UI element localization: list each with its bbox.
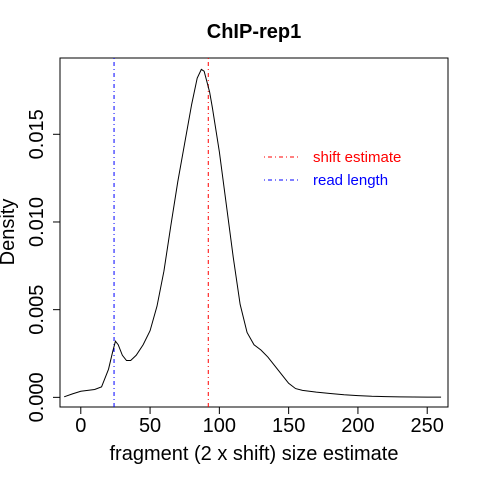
density-curve <box>63 68 442 398</box>
y-tick-label: 0.000 <box>26 372 48 422</box>
x-tick-label: 100 <box>203 415 236 437</box>
y-axis: 0.000 0.005 0.010 0.015 <box>26 109 61 422</box>
x-tick-label: 200 <box>341 415 374 437</box>
legend-label: read length <box>313 172 388 189</box>
x-tick-label: 50 <box>139 415 161 437</box>
legend: shift estimate read length <box>264 149 401 189</box>
y-tick-label: 0.010 <box>26 197 48 247</box>
reference-lines <box>113 58 209 407</box>
x-tick-label: 0 <box>75 415 86 437</box>
x-tick-label: 250 <box>411 415 444 437</box>
y-tick-label: 0.005 <box>26 285 48 335</box>
y-axis-label: Density <box>0 199 19 266</box>
x-axis: 0 50 100 150 200 250 <box>75 406 444 437</box>
chart-title: ChIP-rep1 <box>207 21 301 43</box>
y-tick-label: 0.015 <box>26 109 48 159</box>
legend-label: shift estimate <box>313 149 401 166</box>
x-tick-label: 150 <box>272 415 305 437</box>
plot-box <box>59 57 449 408</box>
x-axis-label: fragment (2 x shift) size estimate <box>110 443 399 465</box>
